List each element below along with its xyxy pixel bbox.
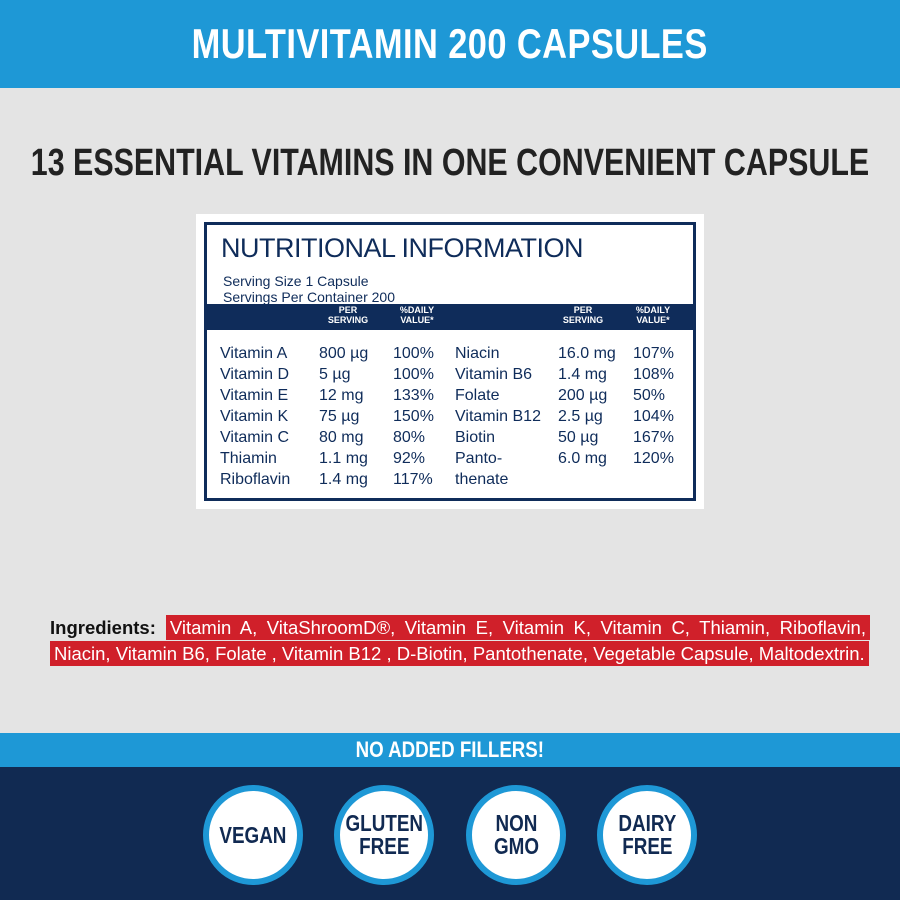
tagline: 13 ESSENTIAL VITAMINS IN ONE CONVENIENT … bbox=[0, 138, 900, 188]
nutrient-daily-value: 92% bbox=[393, 450, 426, 467]
nutrient-row-right: Niacin 16.0 mg 107% bbox=[207, 344, 693, 364]
nutrient-row-left: Vitamin A 800 µg 100% bbox=[207, 344, 693, 364]
nutrient-amount: 1.4 mg bbox=[319, 471, 368, 488]
vegan-badge-text: VEGAN bbox=[219, 821, 287, 848]
serving-size: Serving Size 1 Capsule bbox=[223, 273, 369, 289]
nutrient-name: Vitamin D bbox=[220, 366, 290, 383]
gluten-free-badge: GLUTEN FREE bbox=[334, 785, 434, 885]
col-header-per-serving-right: PER SERVING bbox=[562, 305, 604, 325]
nutrient-daily-value: 150% bbox=[393, 408, 434, 425]
nutrient-daily-value: 100% bbox=[393, 345, 434, 362]
col-header-per-serving-left: PER SERVING bbox=[327, 305, 369, 325]
nutrient-name: Vitamin A bbox=[220, 345, 288, 362]
nutrient-row-left: Vitamin E 12 mg 133% bbox=[207, 386, 693, 406]
nutrient-daily-value: 107% bbox=[633, 345, 674, 362]
no-fillers-text: NO ADDED FILLERS! bbox=[355, 737, 545, 762]
nutrient-row-left: Vitamin K 75 µg 150% bbox=[207, 407, 693, 427]
nutrient-amount: 2.5 µg bbox=[558, 408, 603, 425]
nutrient-daily-value: 108% bbox=[633, 366, 674, 383]
nutrient-amount: 50 µg bbox=[558, 429, 599, 446]
nutrient-amount: 75 µg bbox=[319, 408, 360, 425]
ingredients-block: Ingredients: Vitamin A, VitaShroomD®, Vit… bbox=[50, 615, 870, 667]
col-header-daily-value-left: %DAILY VALUE* bbox=[399, 305, 435, 325]
nutrition-panel-border: NUTRITIONAL INFORMATION Serving Size 1 C… bbox=[204, 222, 696, 501]
nutrient-amount: 1.4 mg bbox=[558, 366, 607, 383]
nutrient-row-right: thenate bbox=[207, 470, 693, 490]
ingredients-text: Vitamin A, VitaShroomD®, Vitamin E, Vita… bbox=[50, 615, 870, 666]
nutrient-daily-value: 133% bbox=[393, 387, 434, 404]
non-gmo-badge: NON GMO bbox=[466, 785, 566, 885]
col-header-daily-value-right: %DAILY VALUE* bbox=[635, 305, 671, 325]
nutrient-daily-value: 80% bbox=[393, 429, 426, 446]
nutrient-row-right: Panto- 6.0 mg 120% bbox=[207, 449, 693, 469]
nutrient-row-right: Vitamin B12 2.5 µg 104% bbox=[207, 407, 693, 427]
ingredients-label: Ingredients: bbox=[50, 617, 156, 638]
nutrient-name: Vitamin K bbox=[220, 408, 289, 425]
nutrient-name: Niacin bbox=[455, 345, 500, 362]
non-gmo-badge-text: NON GMO bbox=[493, 810, 539, 859]
nutrition-panel: NUTRITIONAL INFORMATION Serving Size 1 C… bbox=[196, 214, 704, 509]
nutrient-amount: 80 mg bbox=[319, 429, 364, 446]
nutrient-daily-value: 104% bbox=[633, 408, 674, 425]
nutrient-row-right: Vitamin B6 1.4 mg 108% bbox=[207, 365, 693, 385]
nutrient-row-left: Vitamin C 80 mg 80% bbox=[207, 428, 693, 448]
nutrient-row-left: Thiamin 1.1 mg 92% bbox=[207, 449, 693, 469]
nutrient-name: thenate bbox=[455, 471, 509, 488]
dairy-free-badge-text: DAIRY FREE bbox=[618, 810, 676, 859]
nutrient-amount: 12 mg bbox=[319, 387, 364, 404]
nutrient-row-right: Folate 200 µg 50% bbox=[207, 386, 693, 406]
nutrient-row-left: Riboflavin 1.4 mg 117% bbox=[207, 470, 693, 490]
nutrient-daily-value: 50% bbox=[633, 387, 666, 404]
servings-per-container: Servings Per Container 200 bbox=[223, 289, 395, 305]
nutrient-name: Panto- bbox=[455, 450, 503, 467]
nutrient-name: Vitamin E bbox=[220, 387, 289, 404]
nutrient-name: Riboflavin bbox=[220, 471, 291, 488]
nutrient-name: Thiamin bbox=[220, 450, 277, 467]
badge-strip bbox=[0, 767, 900, 900]
nutrient-daily-value: 117% bbox=[393, 471, 433, 488]
nutrient-row-left: Vitamin D 5 µg 100% bbox=[207, 365, 693, 385]
nutrient-name: Vitamin B6 bbox=[455, 366, 533, 383]
tagline-text: 13 ESSENTIAL VITAMINS IN ONE CONVENIENT … bbox=[30, 141, 870, 184]
top-banner: MULTIVITAMIN 200 CAPSULES bbox=[0, 0, 900, 88]
nutrient-name: Vitamin B12 bbox=[455, 408, 541, 425]
nutrient-daily-value: 100% bbox=[393, 366, 434, 383]
nutrient-name: Biotin bbox=[455, 429, 496, 446]
nutrient-name: Folate bbox=[455, 387, 500, 404]
nutrient-name: Vitamin C bbox=[220, 429, 290, 446]
dairy-free-badge: DAIRY FREE bbox=[597, 785, 697, 885]
nutrition-title: NUTRITIONAL INFORMATION bbox=[221, 233, 584, 263]
nutrient-amount: 200 µg bbox=[558, 387, 608, 404]
nutrient-amount: 6.0 mg bbox=[558, 450, 607, 467]
nutrient-amount: 5 µg bbox=[319, 366, 351, 383]
nutrient-amount: 16.0 mg bbox=[558, 345, 616, 362]
nutrient-daily-value: 120% bbox=[633, 450, 674, 467]
column-header-bar: PER SERVING %DAILY VALUE* PER SERVING %D… bbox=[207, 304, 693, 330]
gluten-free-badge-text: GLUTEN FREE bbox=[345, 810, 423, 859]
nutrient-amount: 1.1 mg bbox=[319, 450, 368, 467]
nutrient-amount: 800 µg bbox=[319, 345, 369, 362]
vegan-badge: VEGAN bbox=[203, 785, 303, 885]
nutrient-row-right: Biotin 50 µg 167% bbox=[207, 428, 693, 448]
product-title: MULTIVITAMIN 200 CAPSULES bbox=[191, 20, 709, 67]
nutrient-daily-value: 167% bbox=[633, 429, 674, 446]
no-fillers-banner: NO ADDED FILLERS! bbox=[0, 733, 900, 767]
